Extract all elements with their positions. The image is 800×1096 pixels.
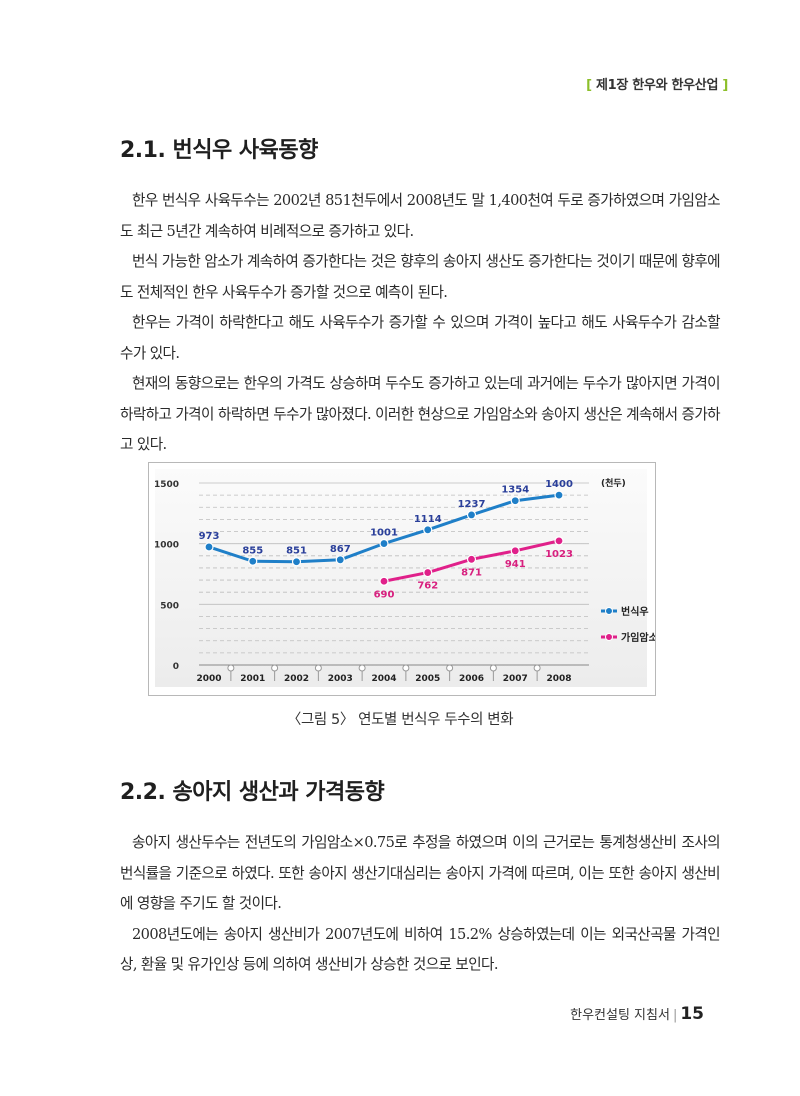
data-point	[554, 536, 564, 546]
legend-label: 번식우	[621, 605, 649, 618]
x-tick-label: 2002	[284, 674, 309, 684]
data-label: 871	[461, 567, 482, 578]
section-title-breeding: 2.1. 번식우 사육동향	[120, 138, 318, 163]
paragraph: 송아지 생산두수는 전년도의 가임암소×0.75로 추정을 하였으며 이의 근거…	[120, 834, 721, 912]
y-tick-label: 0	[173, 662, 179, 672]
data-point	[423, 567, 433, 578]
data-label: 851	[286, 546, 307, 557]
legend-swatch-point	[605, 633, 613, 641]
y-tick-label: 1000	[154, 541, 179, 551]
data-label: 762	[417, 581, 438, 592]
paragraph: 번식 가능한 암소가 계속하여 증가한다는 것은 향후의 송아지 생산도 증가한…	[120, 253, 721, 301]
chapter-header: [ 제1장 한우와 한우산업 ]	[586, 74, 728, 93]
data-label: 941	[505, 559, 526, 570]
data-label: 1001	[370, 528, 398, 539]
data-label: 973	[199, 531, 220, 542]
line-chart: 0 500 1000 1500 2000 2001 2002 2003 2004 2005 2006…	[148, 462, 656, 696]
data-point	[423, 525, 433, 535]
book-title: 한우컨설팅 지침서	[570, 1008, 670, 1023]
x-tick-marker	[533, 664, 541, 672]
paragraph: 현재의 동향으로는 한우의 가격도 상승하며 두수도 증가하고 있는데 과거에는…	[120, 375, 721, 453]
chapter-title: 제1장 한우와 한우산업	[595, 78, 719, 93]
data-point	[379, 576, 389, 586]
x-tick-marker	[489, 664, 497, 672]
x-tick-label: 2005	[415, 674, 440, 684]
data-point	[466, 510, 477, 520]
bracket-close: ]	[722, 78, 728, 93]
section-body-breeding: 한우 번식우 사육두수는 2002년 851천두에서 2008년도 말 1,40…	[120, 186, 721, 461]
data-point	[379, 538, 389, 549]
data-label: 1023	[545, 549, 573, 560]
paragraph: 2008년도에는 송아지 생산비가 2007년도에 비하여 15.2% 상승하였…	[120, 925, 721, 974]
x-tick-marker	[358, 664, 366, 672]
data-point	[510, 546, 520, 556]
data-point	[335, 555, 345, 565]
paragraph: 한우 번식우 사육두수는 2002년 851천두에서 2008년도 말 1,40…	[120, 192, 721, 240]
data-point	[510, 496, 520, 506]
data-point	[554, 490, 564, 500]
page-footer: 한우컨설팅 지침서 | 15	[570, 1004, 704, 1024]
x-tick-marker	[446, 664, 454, 672]
section-title-calf: 2.2. 송아지 생산과 가격동향	[120, 780, 385, 805]
page-number: 15	[680, 1004, 704, 1024]
data-label: 1354	[501, 485, 529, 496]
unit-label: (천두)	[601, 478, 626, 489]
data-label: 1114	[414, 514, 442, 525]
paragraph: 한우는 가격이 하락한다고 해도 사육두수가 증가할 수 있으며 가격이 높다고…	[120, 314, 721, 362]
x-tick-label: 2007	[503, 674, 528, 684]
x-tick-marker	[402, 664, 410, 672]
footer-separator: |	[672, 1008, 678, 1023]
data-point	[204, 542, 214, 552]
bracket-open: [	[586, 78, 592, 93]
x-tick-label: 2008	[546, 674, 571, 684]
data-label: 1237	[458, 499, 486, 510]
x-tick-marker	[314, 664, 322, 672]
data-label: 690	[374, 589, 395, 600]
data-label: 867	[330, 544, 351, 555]
section-body-calf: 송아지 생산두수는 전년도의 가임암소×0.75로 추정을 하였으며 이의 근거…	[120, 828, 721, 981]
x-tick-marker	[227, 664, 235, 672]
x-tick-label: 2003	[328, 674, 353, 684]
chart-canvas: 0 500 1000 1500 2000 2001 2002 2003 2004 2005 2006…	[154, 478, 655, 684]
figure-caption: 〈그림 5〉 연도별 번식우 두수의 변화	[286, 712, 514, 728]
x-tick-label: 2006	[459, 674, 484, 684]
data-point	[248, 556, 258, 566]
y-tick-label: 1500	[154, 480, 179, 490]
x-tick-label: 2004	[371, 674, 396, 684]
x-tick-marker	[271, 664, 279, 672]
data-point	[291, 557, 302, 567]
y-tick-label: 500	[160, 601, 179, 611]
x-tick-label: 2000	[196, 674, 221, 684]
data-point	[466, 554, 477, 564]
data-label: 855	[242, 545, 263, 556]
x-tick-label: 2001	[240, 674, 265, 684]
legend-label: 가임암소	[621, 631, 655, 644]
data-label: 1400	[545, 479, 573, 490]
legend-swatch-point	[605, 607, 613, 615]
